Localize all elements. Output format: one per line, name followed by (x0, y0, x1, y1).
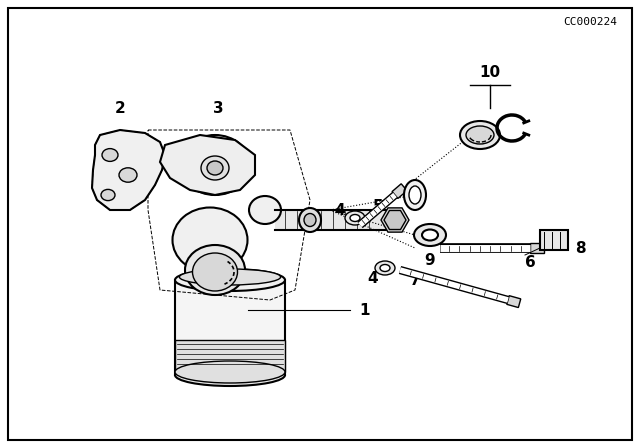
Bar (175, 280, 285, 375)
Ellipse shape (101, 190, 115, 201)
Ellipse shape (460, 121, 500, 149)
Ellipse shape (102, 149, 118, 161)
Text: 4: 4 (368, 271, 378, 285)
Ellipse shape (380, 264, 390, 271)
Ellipse shape (304, 214, 316, 227)
Text: 10: 10 (479, 65, 500, 79)
Text: 6: 6 (525, 254, 536, 270)
Ellipse shape (207, 161, 223, 175)
Polygon shape (392, 184, 407, 198)
Ellipse shape (409, 186, 421, 204)
Polygon shape (507, 296, 521, 307)
Ellipse shape (119, 168, 137, 182)
Bar (275, 210, 395, 230)
Ellipse shape (422, 229, 438, 241)
Ellipse shape (345, 211, 365, 225)
Ellipse shape (249, 196, 281, 224)
Ellipse shape (404, 180, 426, 210)
Ellipse shape (185, 245, 245, 295)
Text: 4: 4 (335, 202, 346, 217)
Bar (540, 230, 568, 250)
Text: 5: 5 (372, 198, 383, 214)
Polygon shape (530, 243, 544, 253)
Text: 2: 2 (115, 100, 125, 116)
Ellipse shape (299, 208, 321, 232)
Ellipse shape (173, 207, 248, 272)
Text: 7: 7 (410, 272, 420, 288)
Ellipse shape (201, 156, 229, 180)
Text: 9: 9 (425, 253, 435, 267)
Ellipse shape (179, 269, 280, 285)
Text: 8: 8 (575, 241, 586, 255)
Ellipse shape (175, 361, 285, 383)
Polygon shape (160, 135, 255, 195)
Text: 3: 3 (212, 100, 223, 116)
Bar (175, 340, 285, 372)
Text: 1: 1 (360, 302, 371, 318)
Polygon shape (92, 130, 165, 210)
Ellipse shape (375, 261, 395, 275)
Ellipse shape (466, 126, 494, 144)
Text: CC000224: CC000224 (563, 17, 617, 27)
Ellipse shape (350, 215, 360, 221)
Ellipse shape (175, 269, 285, 291)
Ellipse shape (175, 364, 285, 386)
Ellipse shape (193, 253, 237, 291)
Ellipse shape (414, 224, 446, 246)
Ellipse shape (180, 135, 250, 195)
